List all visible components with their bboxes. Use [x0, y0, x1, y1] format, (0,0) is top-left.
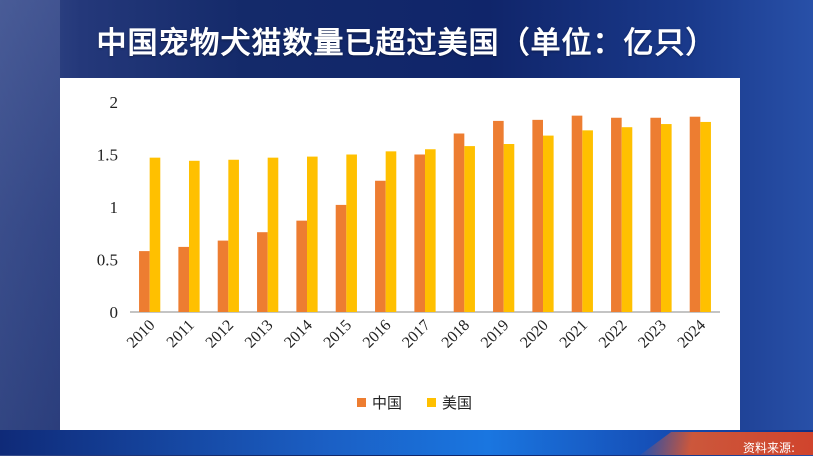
bar-usa-2013: [267, 157, 279, 312]
bar-china-2011: [178, 246, 189, 312]
legend-label-usa: 美国: [442, 394, 472, 412]
page-title: 中国宠物犬猫数量已超过美国（单位：亿只）: [96, 26, 717, 61]
x-tick-label: 2018: [439, 317, 474, 352]
bar-china-2015: [335, 204, 347, 312]
bar-china-2012: [217, 240, 229, 312]
bar-usa-2024: [700, 121, 711, 312]
bar-china-2017: [414, 154, 425, 312]
x-tick-label: 2014: [281, 317, 316, 352]
y-tick-label: 0.5: [97, 251, 118, 270]
bar-usa-2019: [503, 144, 515, 312]
y-tick-label: 1.5: [97, 146, 118, 165]
bar-china-2022: [611, 117, 622, 312]
bar-usa-2016: [385, 151, 397, 312]
y-tick-label: 2: [110, 93, 119, 112]
x-axis-tick-labels: 2010 2011 2012 2013 2014 2015 2016 2017 2018 2019…: [124, 317, 709, 352]
bar-china-2023: [650, 117, 661, 312]
x-tick-label: 2017: [399, 317, 434, 352]
bar-usa-2021: [582, 130, 593, 312]
legend-swatch-china: [357, 398, 366, 407]
y-tick-label: 1: [110, 198, 119, 217]
bar-usa-2015: [346, 154, 357, 312]
bar-china-2021: [571, 115, 583, 313]
bar-usa-2023: [661, 124, 672, 312]
bar-china-2010: [139, 251, 150, 312]
x-tick-label: 2010: [124, 317, 159, 352]
bar-usa-2018: [464, 146, 475, 312]
bar-usa-2017: [425, 149, 436, 312]
source-note: 资料来源:: [743, 441, 796, 455]
bar-china-2020: [532, 119, 543, 312]
x-tick-label: 2013: [242, 317, 277, 352]
bar-china-2016: [375, 180, 386, 312]
bar-usa-2011: [189, 160, 200, 312]
bar-usa-2012: [228, 159, 239, 312]
y-tick-label: 0: [110, 303, 119, 322]
bars: [139, 115, 711, 313]
bar-china-2018: [453, 133, 465, 312]
bar-china-2014: [296, 220, 307, 312]
x-tick-label: 2023: [635, 317, 670, 352]
x-tick-label: 2019: [478, 317, 513, 352]
legend: 中国 美国: [357, 394, 472, 412]
x-tick-label: 2021: [557, 317, 592, 352]
x-tick-label: 2011: [164, 317, 198, 351]
bar-china-2024: [689, 116, 701, 312]
background-stripe: [0, 0, 60, 455]
bar-china-2013: [257, 232, 268, 312]
bar-usa-2022: [621, 127, 633, 312]
x-tick-label: 2012: [203, 317, 238, 352]
x-tick-label: 2015: [321, 317, 356, 352]
bar-chart: 00.511.52 2010 2011 2012 2013 2014 2015 2016 20…: [97, 93, 720, 412]
bar-usa-2014: [307, 156, 318, 312]
y-axis-tick-labels: 0 0.5 1 1.5 2: [97, 93, 118, 322]
bar-china-2019: [493, 120, 504, 313]
x-tick-label: 2022: [596, 317, 631, 352]
legend-swatch-usa: [427, 398, 436, 407]
legend-label-china: 中国: [372, 394, 402, 412]
bar-usa-2010: [149, 157, 161, 312]
x-tick-label: 2020: [517, 317, 552, 352]
x-tick-label: 2016: [360, 317, 395, 352]
bottom-accent: [640, 432, 813, 455]
bar-usa-2020: [543, 135, 554, 312]
chart-card: 0 0.5 1 1.5 2 2010 2011 2012 2013 2014 2015 2016 20…: [60, 78, 740, 430]
x-tick-label: 2024: [675, 317, 710, 352]
